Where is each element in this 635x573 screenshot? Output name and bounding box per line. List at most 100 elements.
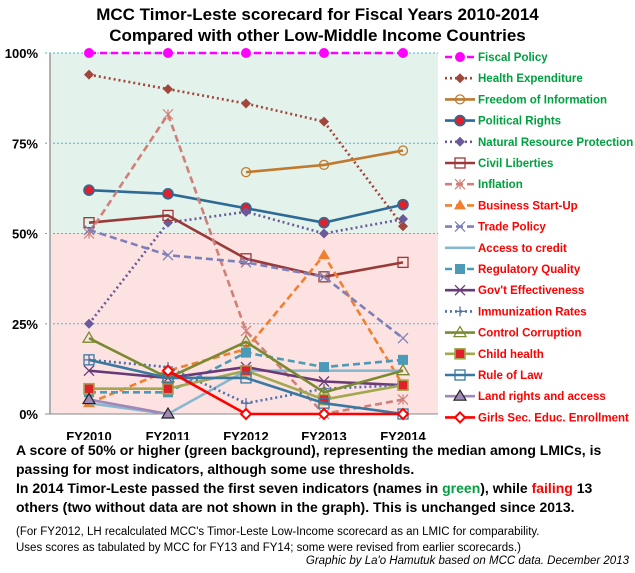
data-point — [238, 334, 254, 347]
data-point — [319, 48, 329, 58]
data-point — [454, 178, 466, 190]
data-point — [240, 166, 252, 178]
legend-label: Control Corruption — [478, 328, 581, 340]
data-point — [81, 330, 97, 343]
note-text: 13 others (two without data are not show… — [16, 480, 593, 515]
credit-line: Graphic by La'o Hamutuk based on MCC dat… — [305, 555, 629, 567]
series-line — [88, 358, 404, 416]
data-point — [318, 271, 330, 283]
series-line — [88, 398, 169, 416]
note-green-word: green — [442, 480, 481, 496]
legend-label: Inflation — [478, 179, 523, 191]
data-point — [81, 392, 97, 405]
legend-item: Freedom of Information — [445, 94, 607, 106]
series-line — [88, 214, 404, 279]
data-point — [241, 347, 251, 358]
data-point — [454, 284, 466, 296]
data-point — [83, 382, 95, 395]
data-point — [454, 347, 466, 360]
series-line — [88, 337, 404, 394]
data-point — [84, 318, 94, 329]
series-child-health — [83, 364, 409, 406]
series-health-expenditure — [84, 69, 408, 232]
x-tick-label: FY2014 — [380, 429, 426, 440]
legend-item: Control Corruption — [445, 325, 581, 340]
y-tick-label: 75% — [12, 136, 38, 151]
data-point — [83, 184, 95, 196]
data-point — [241, 206, 251, 217]
line-chart: 0% 25% 50% 75% 100% FY2010 FY2011 FY2012 FY2013… — [5, 46, 634, 440]
series-line — [245, 149, 404, 174]
data-point — [318, 159, 330, 171]
data-point — [163, 48, 173, 58]
note-text: ), while — [480, 480, 532, 496]
legend-item: Gov't Effectiveness — [445, 284, 584, 297]
legend-item: Fiscal Policy — [445, 52, 548, 64]
legend-item: Natural Resource Protection — [445, 136, 633, 149]
legend-label: Land rights and access — [478, 391, 606, 403]
data-point — [397, 394, 409, 405]
note-failing-word: failing — [531, 480, 573, 496]
data-point — [83, 354, 95, 366]
legend-label: Immunization Rates — [478, 306, 587, 318]
data-point — [455, 264, 465, 274]
data-point — [241, 48, 251, 58]
data-point — [162, 209, 174, 222]
data-point — [398, 48, 408, 58]
legend-item: Inflation — [445, 178, 523, 191]
legend-item: Business Start-Up — [445, 199, 578, 212]
data-point — [84, 69, 94, 80]
data-point — [397, 198, 409, 211]
data-point — [162, 249, 174, 261]
series-girls-sec-educ-enrollment — [161, 364, 410, 421]
series-control-corruption — [81, 330, 411, 397]
legend-item: Immunization Rates — [445, 306, 587, 318]
data-point — [396, 407, 410, 421]
data-point — [395, 363, 411, 376]
data-point — [241, 398, 251, 409]
legend-label: Civil Liberties — [478, 158, 553, 170]
legend-item: Rule of Law — [445, 369, 543, 382]
data-point — [398, 221, 408, 232]
data-point — [454, 114, 466, 127]
legend-item: Health Expenditure — [445, 73, 583, 85]
legend-item: Civil Liberties — [445, 157, 553, 170]
data-point — [398, 214, 408, 225]
note-2014-summary: In 2014 Timor-Leste passed the first sev… — [16, 479, 628, 517]
legend-label: Regulatory Quality — [478, 264, 581, 276]
legend-label: Girls Sec. Educ. Enrollment — [478, 412, 629, 424]
legend-label: Access to credit — [478, 243, 567, 255]
data-point — [83, 224, 95, 236]
data-point — [455, 52, 465, 62]
series-freedom-of-information — [240, 145, 409, 178]
series-line — [167, 369, 403, 416]
legend-item: Girls Sec. Educ. Enrollment — [445, 410, 629, 424]
legend-label: Rule of Law — [478, 370, 543, 382]
data-point — [318, 249, 330, 260]
data-point — [453, 410, 467, 424]
legend-label: Trade Policy — [478, 222, 546, 234]
data-point — [318, 216, 330, 229]
data-point — [454, 221, 466, 233]
data-point — [240, 364, 252, 377]
data-point — [240, 372, 252, 384]
y-tick-label: 0% — [19, 407, 38, 422]
data-point — [240, 253, 252, 265]
data-point — [397, 145, 409, 156]
data-point — [455, 73, 465, 84]
series-land-rights-and-access — [81, 392, 176, 419]
data-point — [161, 364, 175, 378]
data-point — [454, 199, 466, 210]
legend-label: Health Expenditure — [478, 73, 583, 85]
x-tick-label: FY2013 — [301, 429, 347, 440]
legend-item: Child health — [445, 347, 544, 361]
data-point — [240, 256, 252, 268]
legend-label: Political Rights — [478, 116, 561, 128]
footnote-line-1: (For FY2012, LH recalculated MCC's Timor… — [16, 526, 540, 538]
legend-label: Natural Resource Protection — [478, 137, 633, 149]
chart-title-line-2: Compared with other Low-Middle Income Co… — [109, 26, 526, 45]
data-point — [239, 407, 253, 421]
legend-label: Freedom of Information — [478, 94, 607, 106]
series-civil-liberties — [83, 209, 409, 283]
legend-label: Child health — [478, 349, 544, 361]
